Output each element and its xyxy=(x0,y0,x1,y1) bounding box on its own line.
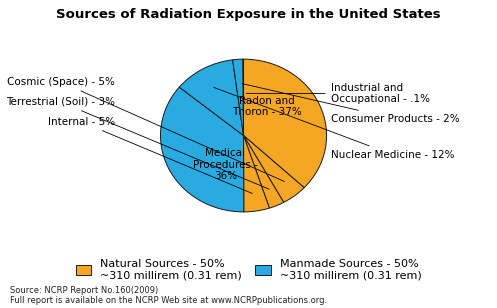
Wedge shape xyxy=(243,59,244,136)
Wedge shape xyxy=(161,87,244,212)
Text: Consumer Products - 2%: Consumer Products - 2% xyxy=(242,83,459,124)
Wedge shape xyxy=(233,59,244,136)
Text: Cosmic (Space) - 5%: Cosmic (Space) - 5% xyxy=(7,77,284,181)
Wedge shape xyxy=(179,60,244,136)
Text: Radon and
Thoron - 37%: Radon and Thoron - 37% xyxy=(232,96,302,117)
Text: Internal - 5%: Internal - 5% xyxy=(48,117,252,193)
Legend: Natural Sources - 50%
~310 millirem (0.31 rem), Manmade Sources - 50%
~310 milli: Natural Sources - 50% ~310 millirem (0.3… xyxy=(72,256,425,284)
Text: Sources of Radiation Exposure in the United States: Sources of Radiation Exposure in the Uni… xyxy=(56,8,441,21)
Text: Terrestrial (Soil) - 3%: Terrestrial (Soil) - 3% xyxy=(6,97,269,189)
Wedge shape xyxy=(244,59,327,188)
Text: Industrial and
Occupational - .1%: Industrial and Occupational - .1% xyxy=(246,83,430,104)
Wedge shape xyxy=(244,136,304,202)
Text: Nuclear Medicine - 12%: Nuclear Medicine - 12% xyxy=(214,87,454,160)
Wedge shape xyxy=(244,136,284,208)
Wedge shape xyxy=(244,136,269,212)
Text: Medical
Procedures -
36%: Medical Procedures - 36% xyxy=(193,148,258,181)
Text: Source: NCRP Report No.160(2009)
Full report is available on the NCRP Web site a: Source: NCRP Report No.160(2009) Full re… xyxy=(10,286,327,305)
